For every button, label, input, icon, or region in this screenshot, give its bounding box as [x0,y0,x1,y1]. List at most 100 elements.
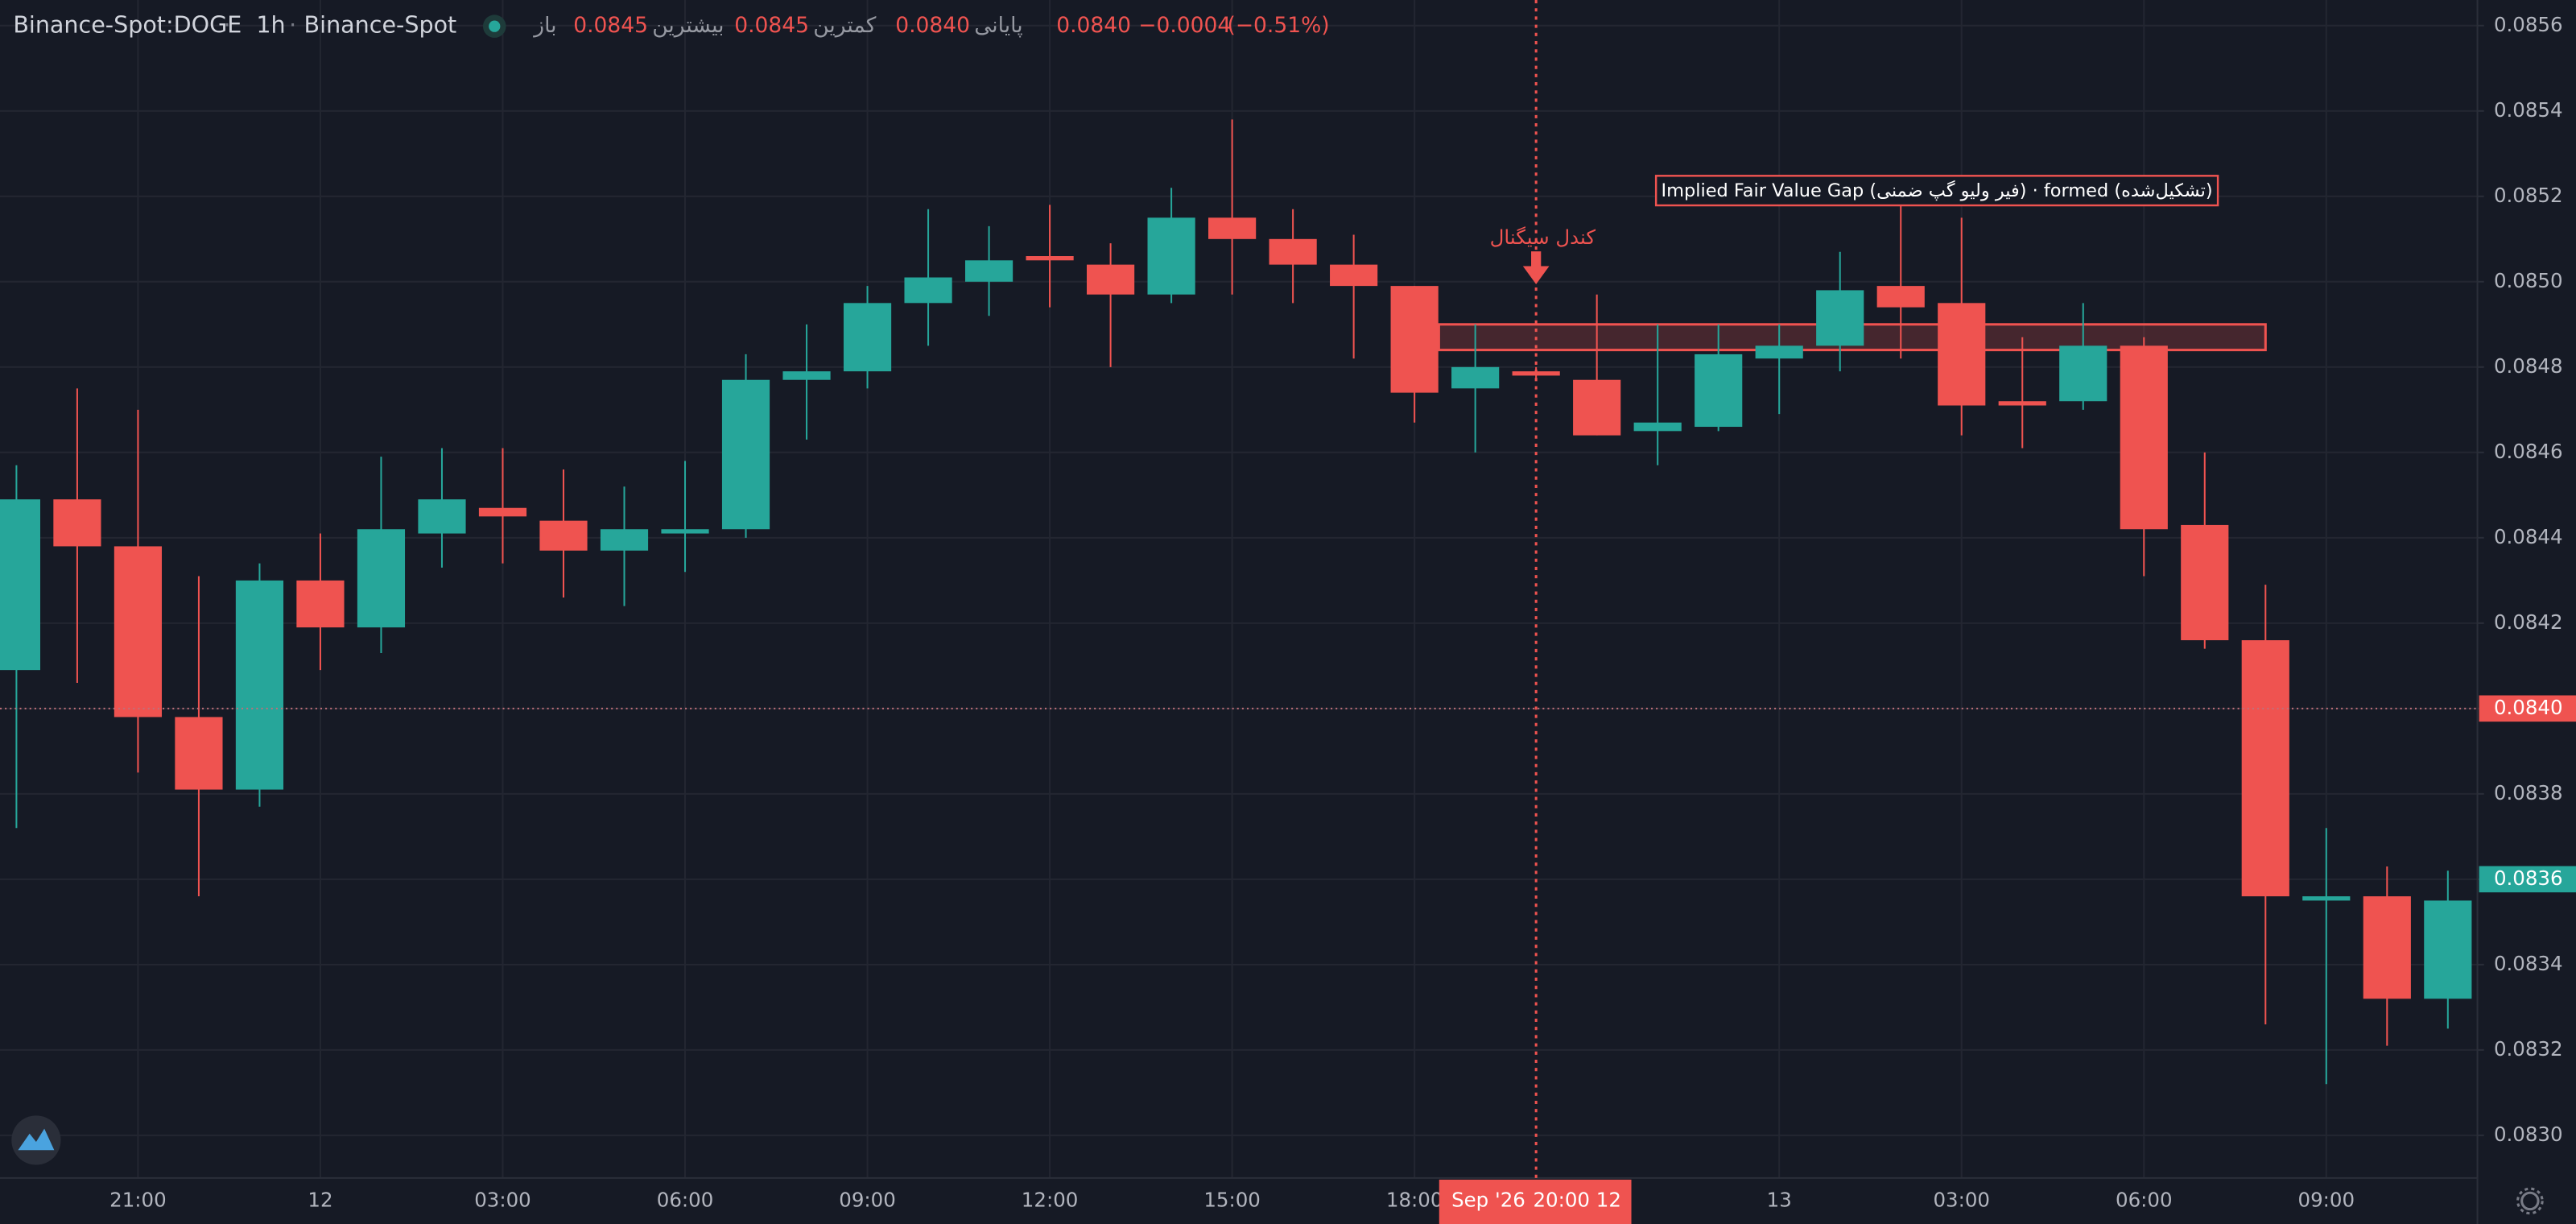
x-tick-label: 12 [308,1188,332,1211]
x-tick-label: 18:00 [1386,1188,1443,1211]
legend-label: باز [532,13,556,38]
candle-body [478,507,527,517]
candle-body [964,260,1013,282]
last-price-label: 0.0836 [2494,866,2563,890]
candle-body [2120,345,2168,530]
legend-label: بیشترین [652,13,724,38]
legend-value: 0.0840 [1056,13,1131,38]
y-tick-label: 0.0848 [2494,354,2563,378]
candle-body [782,371,831,380]
interval: 1h [256,11,285,39]
candle-body [357,529,406,628]
header: Binance-Spot:DOGE · 1h · Binance-Spot [13,11,506,39]
x-tick-label: 13 [1767,1188,1792,1211]
y-tick-label: 0.0850 [2494,269,2563,292]
symbol: Binance-Spot:DOGE [13,11,242,39]
candle-body [1876,286,1925,308]
last-price-tag [2479,866,2576,893]
signal-label: کندل سیگنال [1490,225,1596,249]
candle-body [1695,354,1743,428]
signal-arrow-shaft [1531,251,1542,268]
y-tick-label: 0.0830 [2494,1123,2563,1146]
candle-body [296,580,345,628]
candle-body [1147,217,1195,295]
settings-icon-teeth [2516,1187,2544,1215]
y-tick-label: 0.0852 [2494,184,2563,207]
y-tick-label: 0.0842 [2494,610,2563,634]
candle-body [175,717,223,790]
x-tick-label: 03:00 [474,1188,531,1211]
candle-body [53,499,101,547]
fvg-label-box [1654,175,2219,207]
candle-body [1451,366,1500,389]
candle-body [1087,264,1135,295]
candle-body [904,277,952,304]
y-tick-label: 0.0856 [2494,13,2563,36]
change: −0.0004 [1138,13,1231,38]
candle-body [114,546,163,717]
logo[interactable] [11,1115,61,1165]
crosshair-price-label: 0.0840 [2494,696,2563,719]
legend-label: کمترین [813,13,877,38]
y-tick-label: 0.0834 [2494,952,2563,975]
legend-value: 0.0845 [734,13,809,38]
candle-body [721,379,770,530]
settings[interactable] [2516,1187,2544,1215]
crosshair-date-label: Sep '26 [1451,1188,1525,1211]
candle-body [235,580,284,790]
y-tick-label: 0.0832 [2494,1037,2563,1061]
x-tick-label: 15:00 [1203,1188,1261,1211]
separator: · [224,11,231,39]
candle-body [661,529,709,534]
candle-body [1998,401,2046,406]
candle-body [1026,256,1074,261]
candle-body [843,303,892,372]
candle-body [600,529,649,551]
candle-body [1269,238,1317,265]
y-tick-label: 0.0838 [2494,781,2563,804]
x-tick-label: 06:00 [2116,1188,2173,1211]
legend-value: 0.0840 [895,13,970,38]
legend-label: پایانی [974,13,1022,38]
candle-body [539,520,588,551]
plot [0,119,2472,1085]
logo-icon [18,1128,55,1151]
settings-icon[interactable] [2520,1191,2540,1211]
fvg-label: Implied Fair Value Gap (فیر ولیو گپ ضمنی… [1662,180,2213,201]
x-tick-label: 03:00 [1933,1188,1990,1211]
candle-body [1512,371,1560,376]
candle-body [2181,524,2229,641]
candle-body [1755,345,1803,359]
candle-body [1573,379,1621,436]
candle-body [1390,286,1439,393]
candle-body [0,499,40,671]
candle-body [2059,345,2107,402]
x-tick-label: 09:00 [839,1188,896,1211]
candle-body [1330,264,1378,287]
candle-body [2424,900,2472,999]
legend-value: 0.0845 [573,13,648,38]
candle-body [1208,217,1257,239]
x-tick-label: 21:00 [109,1188,167,1211]
crosshair-price-tag [2479,695,2576,722]
candle-body [1633,422,1682,432]
candle-body [418,499,466,534]
signal-arrow-head [1522,266,1550,284]
y-tick-label: 0.0846 [2494,440,2563,463]
candle-body [1938,303,1986,406]
candle-body [1816,290,1864,346]
status-dot [489,20,501,32]
candle-body [2363,896,2411,999]
y-tick-label: 0.0844 [2494,525,2563,548]
change-percent: (−0.51%) [1227,13,1329,38]
exchange: Binance-Spot [304,11,457,39]
y-tick-label: 0.0854 [2494,98,2563,122]
logo-badge[interactable] [11,1115,61,1165]
x-tick-label: 12:00 [1022,1188,1079,1211]
candle-body [2302,896,2351,901]
crosshair-time-label: 20:00 12 [1533,1188,1620,1211]
candle-body [2241,640,2289,897]
crosshair-time-tag [1439,1179,1632,1224]
separator: · [289,11,296,39]
